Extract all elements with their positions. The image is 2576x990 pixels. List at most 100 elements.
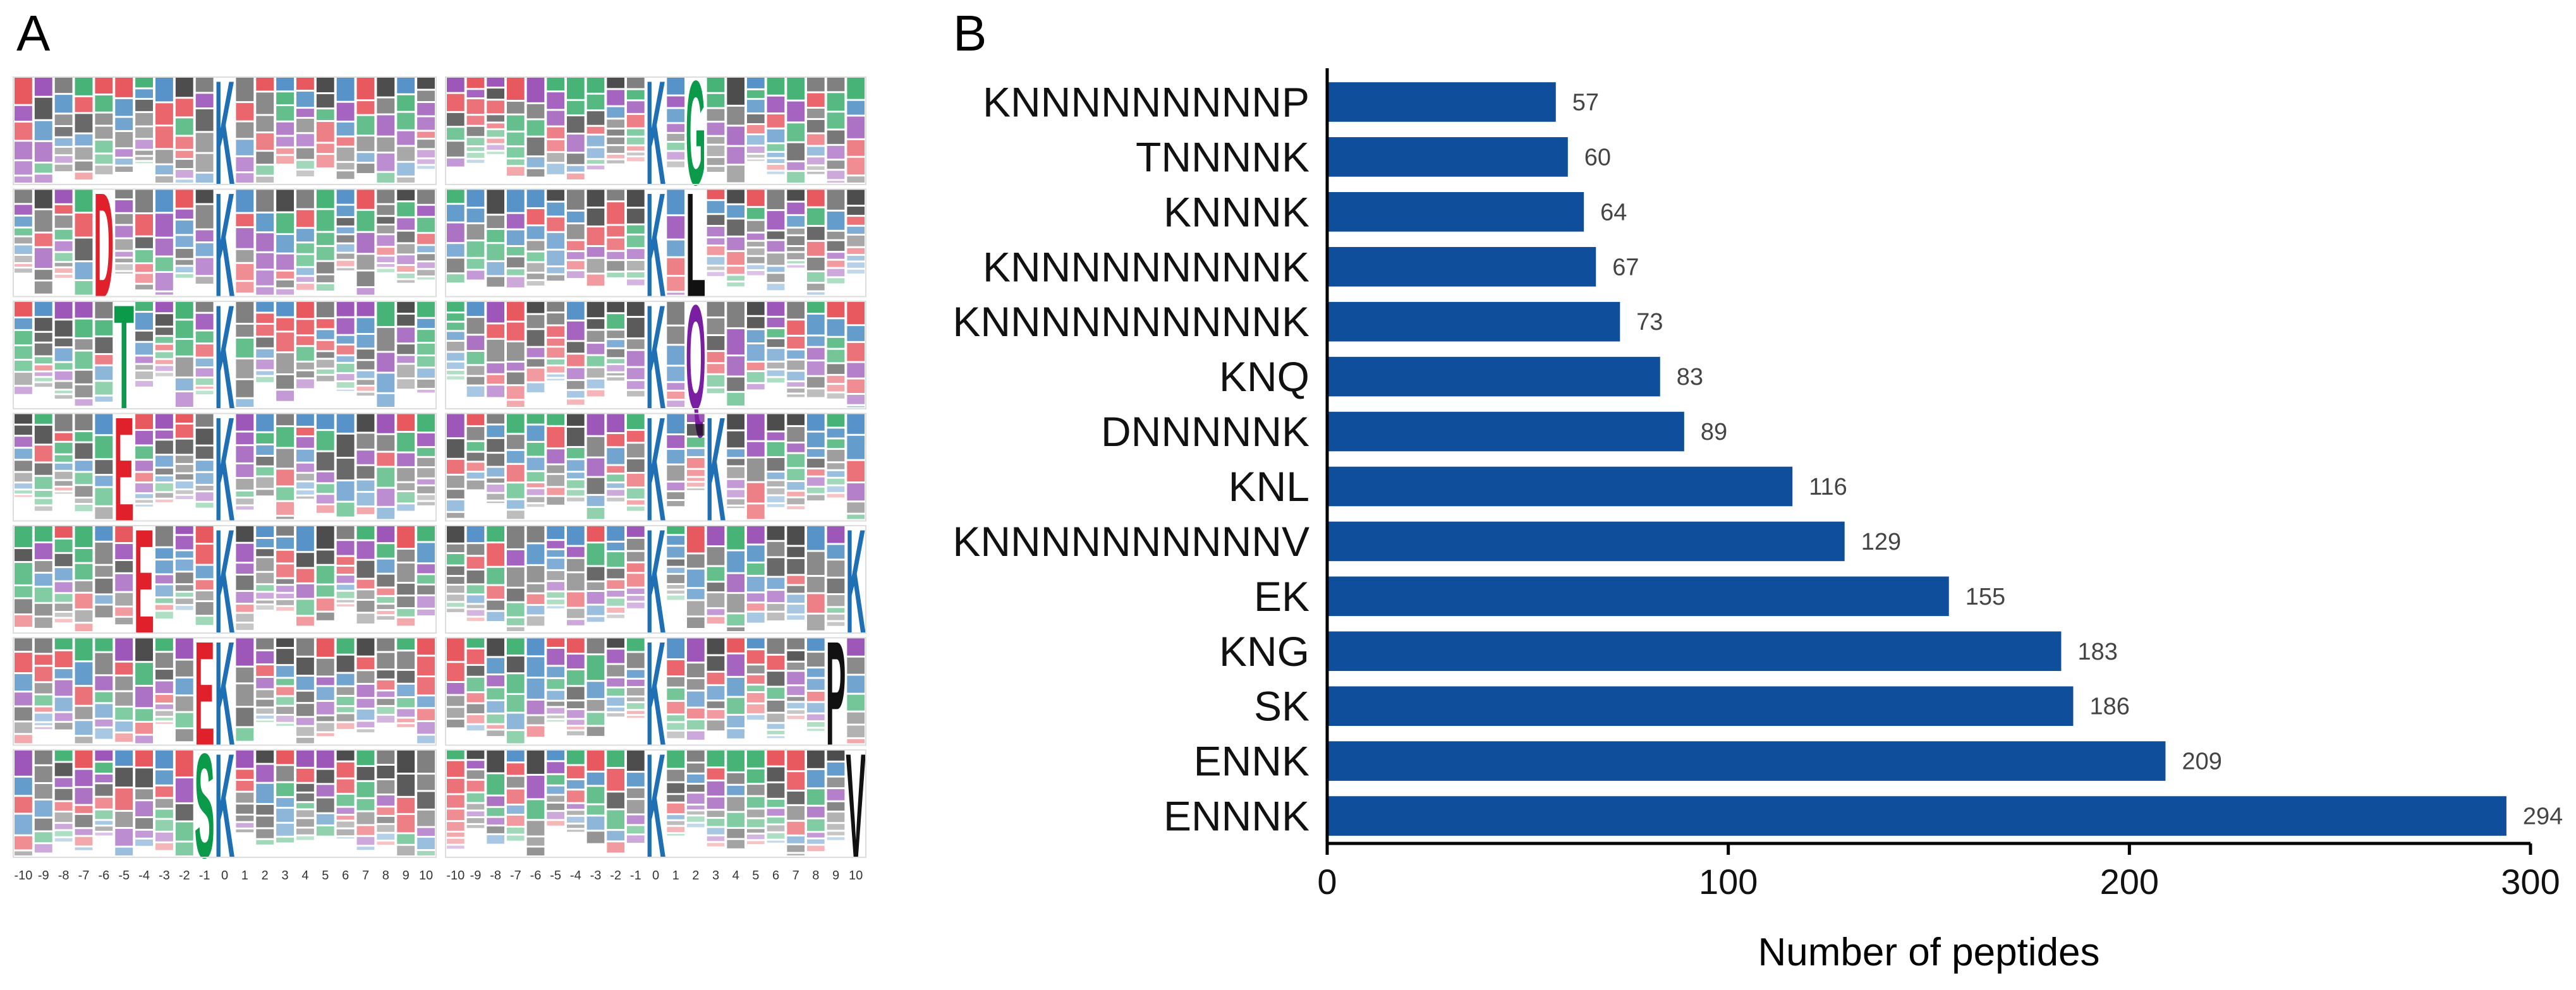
logo-residue [195, 189, 214, 203]
logo-residue [607, 349, 624, 358]
logo-residue [487, 493, 504, 500]
logo-residue [236, 140, 254, 155]
logo-residue [667, 750, 684, 768]
logo-residue [607, 649, 624, 663]
logo-residue [115, 200, 133, 212]
logo-residue [155, 413, 173, 429]
logo-position-label: -9 [38, 869, 49, 883]
logo-residue [336, 762, 355, 778]
logo-residue [15, 637, 32, 651]
logo-residue [807, 119, 825, 133]
logo-residue [807, 284, 825, 291]
logo-residue [466, 366, 485, 375]
logo-residue [607, 137, 624, 145]
logo-residue [607, 607, 624, 613]
logo-position-label: -10 [14, 869, 32, 883]
logo-residue [747, 344, 765, 361]
logo-residue [175, 481, 193, 489]
logo-residue [397, 750, 415, 773]
logo-residue [236, 780, 254, 791]
logo-residue [667, 660, 684, 676]
value-label: 116 [1809, 474, 1847, 500]
logo-residue [336, 600, 355, 603]
logo-residue [15, 425, 32, 435]
logo-residue [296, 268, 314, 275]
logo-residue [447, 696, 465, 706]
logo-residue [727, 697, 744, 714]
logo-residue [54, 637, 73, 649]
logo-residue [767, 472, 785, 480]
logo-residue [115, 828, 133, 846]
logo-residue [667, 546, 684, 558]
logo-residue [466, 770, 485, 779]
logo-residue [316, 585, 334, 597]
logo-residue [296, 449, 314, 462]
logo-residue [827, 241, 845, 251]
logo-residue [847, 116, 865, 138]
logo-residue [627, 602, 645, 608]
logo-residue [296, 427, 314, 435]
logo-residue [236, 708, 254, 727]
logo-residue [296, 92, 314, 107]
logo-residue [296, 677, 314, 690]
logo-residue [627, 279, 645, 286]
logo-residue [667, 688, 684, 700]
logo-residue [54, 95, 73, 113]
logo-residue [336, 591, 355, 598]
logo-residue [507, 627, 525, 631]
logo-residue [175, 413, 193, 423]
logo-residue [175, 696, 193, 711]
logo-residue [276, 271, 294, 279]
logo-residue [627, 189, 645, 207]
logo-residue [417, 526, 435, 541]
logo-residue [256, 585, 274, 591]
logo-residue [707, 593, 725, 608]
logo-residue [34, 723, 52, 725]
logo-residue [627, 444, 645, 458]
logo-residue [397, 265, 415, 272]
y-tick-label: KNNNNNNNNNK [983, 243, 1309, 290]
logo-residue [447, 362, 465, 369]
logo-residue [526, 274, 545, 279]
logo-residue [15, 722, 32, 733]
logo-residue [75, 750, 93, 768]
logo-residue [547, 701, 564, 706]
logo-residue [256, 349, 274, 358]
logo-residue [175, 439, 193, 454]
logo-residue [397, 244, 415, 254]
logo-residue [507, 713, 525, 730]
logo-residue [34, 413, 52, 424]
logo-residue [256, 189, 274, 212]
logo-residue [75, 637, 93, 661]
logo-residue [155, 704, 173, 709]
logo-residue [417, 159, 435, 164]
logo-residue [567, 670, 585, 685]
logo-residue [807, 336, 825, 346]
logo-residue [547, 267, 564, 274]
logo-residue [747, 563, 765, 575]
logo-residue [767, 189, 785, 210]
logo-residue [507, 763, 525, 775]
bar [1327, 82, 1556, 122]
logo-residue [175, 160, 193, 169]
logo-residue [377, 488, 395, 506]
logo-residue [747, 603, 765, 611]
logo-residue [586, 805, 605, 815]
logo-residue [15, 483, 32, 489]
logo-residue [417, 495, 435, 500]
logo-residue [607, 831, 624, 841]
logo-residue [75, 161, 93, 171]
logo-residue [787, 189, 805, 201]
value-label: 89 [1701, 419, 1727, 445]
logo-residue [417, 205, 435, 216]
logo-residue [95, 775, 113, 783]
logo-residue [466, 693, 485, 703]
logo-residue [707, 843, 725, 847]
logo-residue [115, 574, 133, 591]
logo-residue [807, 691, 825, 701]
logo-residue [336, 363, 355, 373]
logo-residue [256, 270, 274, 286]
logo-residue [487, 375, 504, 384]
logo-residue [155, 327, 173, 335]
logo-residue [236, 728, 254, 741]
